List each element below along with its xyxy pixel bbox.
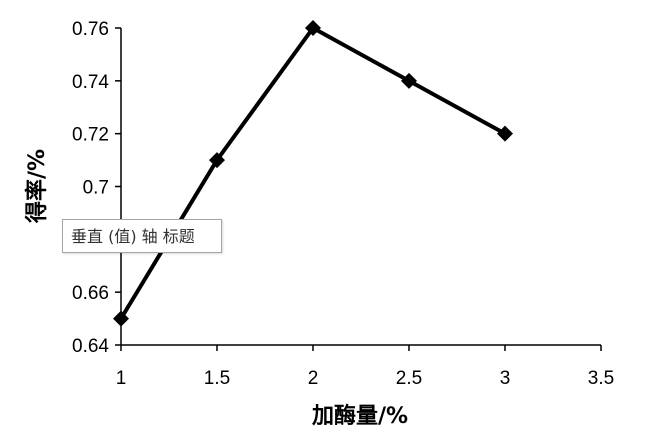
data-point-marker[interactable] (113, 310, 129, 327)
plot-area (113, 20, 513, 327)
y-tick-label: 0.66 (72, 283, 109, 304)
axis-title-tooltip: 垂直 (值) 轴 标题 (62, 219, 222, 253)
x-tick-label: 3 (500, 368, 511, 389)
x-axis-title[interactable]: 加酶量/% (311, 404, 408, 429)
y-tick-labels: 0.640.660.680.70.720.740.76 (72, 19, 109, 357)
x-tick-label: 2.5 (396, 368, 422, 389)
series-line[interactable] (119, 26, 506, 320)
y-axis-title[interactable]: 得率/% (24, 149, 50, 224)
data-point-marker[interactable] (497, 125, 513, 142)
x-tick-label: 1.5 (204, 368, 230, 389)
axes (115, 27, 602, 351)
x-tick-label: 3.5 (588, 368, 614, 389)
y-tick-label: 0.7 (83, 178, 109, 199)
y-tick-label: 0.76 (72, 19, 109, 40)
x-tick-labels: 1 1.5 2 2.5 3 3.5 (116, 368, 615, 389)
data-point-marker[interactable] (305, 20, 321, 36)
y-tick-label: 0.74 (72, 72, 109, 93)
data-point-marker[interactable] (209, 152, 225, 169)
y-tick-label: 0.64 (72, 336, 109, 357)
data-point-marker[interactable] (401, 72, 417, 89)
y-tick-label: 0.72 (72, 125, 109, 146)
x-tick-label: 1 (116, 368, 127, 389)
x-tick-label: 2 (308, 368, 319, 389)
